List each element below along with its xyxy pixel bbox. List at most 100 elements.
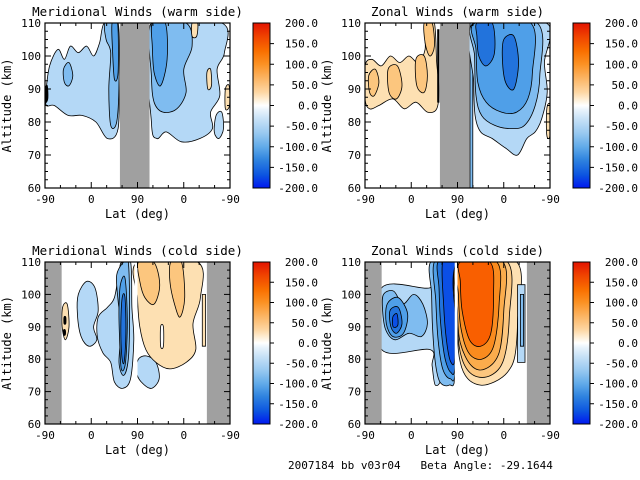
y-tick-label: 90 <box>28 83 41 96</box>
colorbar-tick-label: -150.0 <box>598 398 638 411</box>
y-tick-label: 100 <box>341 288 361 301</box>
contour-region <box>159 324 165 350</box>
colorbar-tick-label: -200.0 <box>598 182 638 195</box>
contour-region <box>62 62 74 87</box>
y-tick-label: 90 <box>348 83 361 96</box>
y-tick-label: 110 <box>341 17 361 30</box>
panel-title: Meridional Winds (warm side) <box>32 4 243 19</box>
x-tick-label: 0 <box>500 429 507 442</box>
colorbar-tick-label: 50.0 <box>292 317 319 330</box>
x-tick-label: -90 <box>540 429 560 442</box>
y-tick-label: 110 <box>341 256 361 269</box>
x-tick-label: -90 <box>35 193 55 206</box>
x-tick-label: 90 <box>131 429 144 442</box>
contour-region <box>501 34 519 91</box>
x-axis-label: Lat (deg) <box>105 207 170 221</box>
y-tick-label: 90 <box>28 321 41 334</box>
no-data-mask <box>119 23 150 188</box>
panel-meridional-winds-warm-side: Meridional Winds (warm side) Lat (deg) Alt… <box>0 4 319 221</box>
panel-meridional-winds-cold-side: Meridional Winds (cold side) Lat (deg) Alt… <box>0 243 319 457</box>
colorbar <box>572 261 591 425</box>
contour-region <box>423 23 435 57</box>
y-tick-label: 100 <box>341 50 361 63</box>
colorbar-tick-label: 150.0 <box>285 38 318 51</box>
x-tick-label: -90 <box>220 429 240 442</box>
y-tick-label: 110 <box>21 17 41 30</box>
y-tick-label: 90 <box>348 321 361 334</box>
colorbar <box>252 261 271 425</box>
y-tick-label: 80 <box>348 353 361 366</box>
x-tick-label: 0 <box>180 429 187 442</box>
contour-region <box>457 262 495 347</box>
colorbar-tick-label: -50.0 <box>285 120 318 133</box>
axis-ticks <box>44 261 231 425</box>
x-axis-label: Lat (deg) <box>425 443 490 457</box>
y-tick-label: 110 <box>21 256 41 269</box>
x-tick-label: 0 <box>180 193 187 206</box>
colorbar <box>252 22 271 189</box>
colorbar-tick-label: -200.0 <box>278 418 318 431</box>
contour-region <box>120 293 127 365</box>
colorbar-tick-label: 200.0 <box>605 256 638 269</box>
x-tick-label: -90 <box>355 429 375 442</box>
colorbar-tick-label: 100.0 <box>285 58 318 71</box>
colorbar-tick-label: -100.0 <box>278 378 318 391</box>
contour-region <box>392 313 399 328</box>
colorbar-tick-label: 0.0 <box>618 337 638 350</box>
x-tick-label: 90 <box>451 193 464 206</box>
colorbar-tick-label: -150.0 <box>598 161 638 174</box>
y-tick-label: 60 <box>348 182 361 195</box>
no-data-mask <box>526 262 550 424</box>
contour-region <box>62 329 66 336</box>
x-tick-label: 0 <box>408 429 415 442</box>
colorbar-tick-label: -100.0 <box>598 378 638 391</box>
x-tick-label: -90 <box>355 193 375 206</box>
x-tick-label: -90 <box>35 429 55 442</box>
no-data-mask <box>45 262 62 424</box>
contour-region <box>437 29 440 103</box>
no-data-mask <box>365 262 382 424</box>
contour-region <box>387 64 403 100</box>
axis-ticks <box>44 22 231 189</box>
colorbar-tick-label: 150.0 <box>605 38 638 51</box>
x-tick-label: 0 <box>88 193 95 206</box>
colorbar-tick-label: -50.0 <box>605 357 638 370</box>
colorbar-tick-label: 50.0 <box>612 317 639 330</box>
colorbar-tick-label: 50.0 <box>292 79 319 92</box>
axis-ticks <box>364 261 551 425</box>
x-tick-label: 90 <box>131 193 144 206</box>
y-tick-label: 100 <box>21 288 41 301</box>
panel-zonal-winds-cold-side: Zonal Winds (cold side) Lat (deg) Altitude… <box>320 243 639 457</box>
colorbar-tick-label: 0.0 <box>618 100 638 113</box>
panel-title: Zonal Winds (warm side) <box>371 4 544 19</box>
y-tick-label: 60 <box>348 418 361 431</box>
no-data-mask <box>206 262 230 424</box>
colorbar-tick-label: -200.0 <box>278 182 318 195</box>
contour-region <box>137 262 161 306</box>
colorbar-tick-label: -150.0 <box>278 161 318 174</box>
y-tick-label: 70 <box>348 386 361 399</box>
no-data-mask <box>439 23 470 188</box>
colorbar-tick-label: 200.0 <box>605 17 638 30</box>
y-tick-label: 80 <box>348 116 361 129</box>
y-tick-label: 100 <box>21 50 41 63</box>
contour-region <box>45 23 120 140</box>
y-axis-label: Altitude (km) <box>320 59 334 153</box>
contour-region <box>213 110 225 139</box>
x-tick-label: 0 <box>408 193 415 206</box>
contour-region <box>76 280 99 347</box>
y-tick-label: 70 <box>28 149 41 162</box>
x-tick-label: 0 <box>500 193 507 206</box>
y-axis-label: Altitude (km) <box>0 296 14 390</box>
panel-zonal-winds-warm-side: Zonal Winds (warm side) Lat (deg) Altitude… <box>320 4 638 221</box>
colorbar-tick-label: 200.0 <box>285 17 318 30</box>
contour-region <box>45 84 49 104</box>
x-axis-label: Lat (deg) <box>105 443 170 457</box>
colorbar-tick-label: 0.0 <box>298 100 318 113</box>
colorbar-tick-label: 200.0 <box>285 256 318 269</box>
contour-region <box>520 294 524 347</box>
y-tick-label: 60 <box>28 418 41 431</box>
x-tick-label: -90 <box>220 193 240 206</box>
colorbar-tick-label: 100.0 <box>285 297 318 310</box>
